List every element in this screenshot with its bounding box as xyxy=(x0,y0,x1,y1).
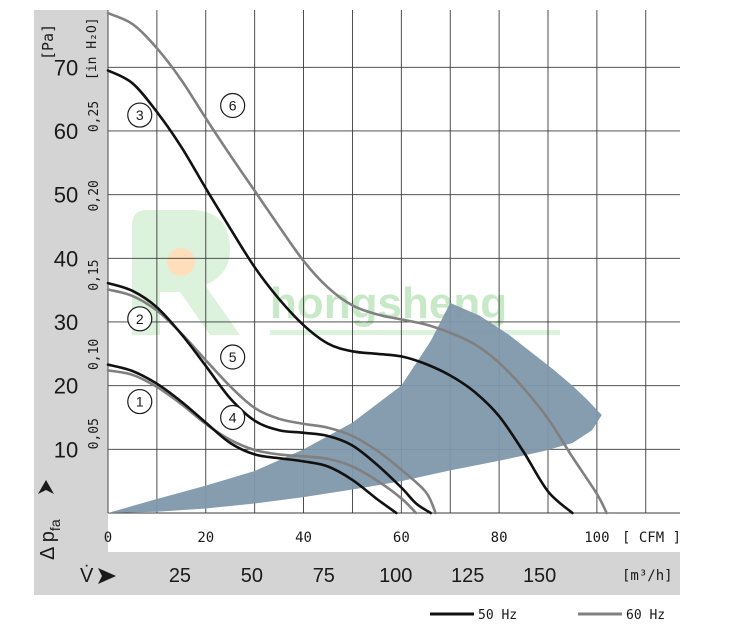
curve-label-3: 3 xyxy=(127,102,153,128)
legend-label: 60 Hz xyxy=(626,608,665,623)
inh2o-tick: 0,20 xyxy=(87,180,102,211)
pressure-axis-symbol: Δ p xyxy=(37,531,59,560)
flow-axis-arrow-icon xyxy=(98,568,116,584)
curve-label-circle xyxy=(127,306,153,332)
cfm-tick: 80 xyxy=(491,530,508,546)
svg-text:Δ pfa: Δ pfa xyxy=(37,519,63,560)
curve-label-text: 2 xyxy=(136,311,144,327)
inh2o-tick: 0,05 xyxy=(87,418,102,449)
cfm-tick: 20 xyxy=(197,530,214,546)
cfm-tick: 0 xyxy=(104,530,112,546)
pa-tick: 60 xyxy=(54,119,78,144)
curve-3 xyxy=(106,69,574,515)
pa-tick-labels: 10 20 30 40 50 60 70 xyxy=(54,55,78,462)
curve-label-text: 3 xyxy=(136,107,144,123)
m3h-tick: 25 xyxy=(169,565,191,587)
m3h-tick-labels: 25 50 75 100 125 150 xyxy=(169,565,557,587)
pressure-axis-subscript: fa xyxy=(47,519,63,531)
curve-label-circle xyxy=(220,344,246,370)
curve-label-text: 5 xyxy=(229,349,237,365)
curve-1 xyxy=(106,363,398,515)
bottom-label-strip xyxy=(108,513,680,551)
m3h-unit-label: [m³/h] xyxy=(622,568,673,584)
pa-tick: 70 xyxy=(54,55,78,80)
legend-label: 50 Hz xyxy=(478,608,517,623)
watermark-hub xyxy=(167,248,195,276)
curve-label-5: 5 xyxy=(220,344,246,370)
pa-tick: 40 xyxy=(54,246,78,271)
curves xyxy=(106,11,608,515)
curve-label-text: 4 xyxy=(229,409,237,425)
left-axis-panel xyxy=(34,10,108,560)
curve-label-2: 2 xyxy=(127,306,153,332)
curve-2 xyxy=(106,281,432,515)
curve-label-text: 6 xyxy=(229,98,237,114)
legend-item: 50 Hz xyxy=(430,608,517,623)
curve-label-1: 1 xyxy=(127,388,153,415)
pressure-axis-label: Δ pfa xyxy=(37,480,63,560)
curve-4 xyxy=(106,369,418,515)
curve-label-text: 1 xyxy=(136,394,144,410)
m3h-tick: 125 xyxy=(451,565,484,587)
curve-label-circle xyxy=(220,404,246,431)
m3h-tick: 75 xyxy=(313,565,335,587)
cfm-tick: 60 xyxy=(393,530,410,546)
curve-label-circle xyxy=(127,102,153,128)
curve-5 xyxy=(106,288,437,515)
curve-label-circle xyxy=(127,388,153,415)
cfm-tick: 100 xyxy=(584,530,609,546)
cfm-tick-labels: 0 20 40 60 80 100 xyxy=(104,530,610,546)
legend: 50 Hz 60 Hz xyxy=(430,608,665,623)
m3h-tick: 50 xyxy=(241,565,263,587)
curve-labels: 1 2 3 4 5 6 xyxy=(127,92,246,431)
inh2o-tick: 0,15 xyxy=(87,259,102,290)
curve-6 xyxy=(106,11,608,515)
watermark-underline xyxy=(270,330,560,335)
curve-label-4: 4 xyxy=(220,404,246,431)
pressure-axis-arrow-icon xyxy=(38,480,54,494)
watermark-logo: hongsheng xyxy=(132,210,560,335)
pa-tick: 50 xyxy=(54,183,78,208)
cfm-tick: 40 xyxy=(295,530,312,546)
pa-tick: 30 xyxy=(54,310,78,335)
m3h-tick: 150 xyxy=(523,565,556,587)
inh2o-unit-label: [in H₂O] xyxy=(85,17,100,80)
cfm-unit-label: [ CFM ] xyxy=(622,530,681,546)
m3h-tick: 100 xyxy=(379,565,412,587)
flow-axis-symbol: V̇ xyxy=(80,565,94,587)
inh2o-tick: 0,10 xyxy=(87,339,102,370)
inh2o-tick: 0,25 xyxy=(87,101,102,132)
curve-label-circle xyxy=(220,92,246,119)
pa-tick: 10 xyxy=(54,437,78,462)
pa-tick: 20 xyxy=(54,374,78,399)
bottom-axis-panel xyxy=(34,552,680,595)
curve-label-6: 6 xyxy=(220,92,246,119)
legend-item: 60 Hz xyxy=(578,608,665,623)
operating-range-area xyxy=(108,302,602,513)
inh2o-tick-labels: 0,05 0,10 0,15 0,20 0,25 xyxy=(87,101,102,450)
pa-unit-label: [Pa] xyxy=(39,24,57,60)
